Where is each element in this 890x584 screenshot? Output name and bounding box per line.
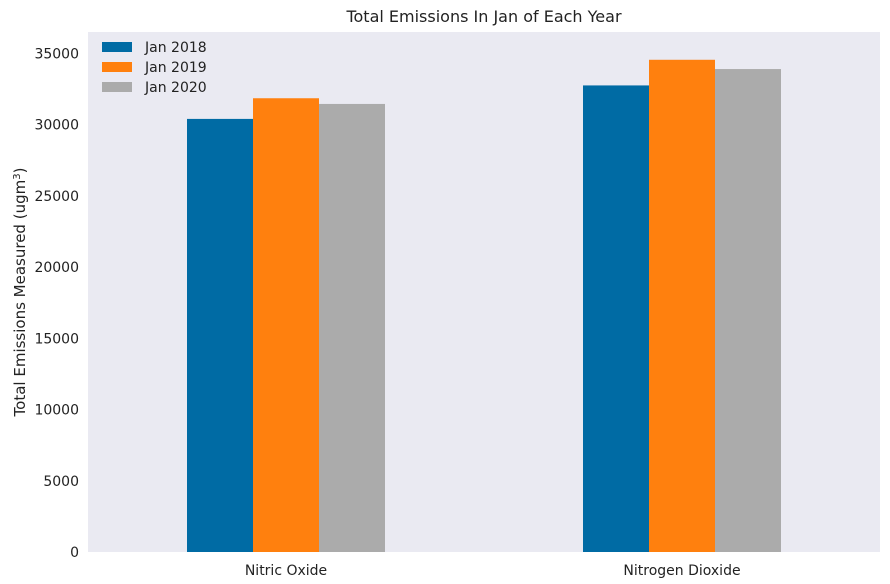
legend-label: Jan 2018 xyxy=(144,40,207,56)
y-tick-label: 35000 xyxy=(34,46,79,62)
x-tick-label: Nitrogen Dioxide xyxy=(623,563,740,579)
y-tick-label: 0 xyxy=(70,545,79,561)
y-tick-label: 25000 xyxy=(34,189,79,205)
y-axis-label-superscript: 3 xyxy=(12,173,23,179)
bars xyxy=(187,59,781,553)
x-tick-label: Nitric Oxide xyxy=(245,563,327,579)
chart-title: Total Emissions In Jan of Each Year xyxy=(345,7,622,26)
y-axis-ticks: 0 5000 10000 15000 20000 25000 30000 35000 xyxy=(34,46,79,561)
y-tick-label: 30000 xyxy=(34,118,79,134)
y-tick-label: 5000 xyxy=(43,474,79,490)
legend-label: Jan 2020 xyxy=(144,80,207,96)
bar-jan-2018-nitrogen-dioxide xyxy=(583,85,649,553)
y-axis-label-close: ) xyxy=(11,168,29,174)
y-axis-label: Total Emissions Measured (ugm3) xyxy=(11,168,29,418)
legend-swatch xyxy=(102,82,132,92)
y-tick-label: 10000 xyxy=(34,403,79,419)
bar-jan-2019-nitric-oxide xyxy=(253,98,319,552)
legend-label: Jan 2019 xyxy=(144,60,207,76)
bar-jan-2018-nitric-oxide xyxy=(187,118,253,552)
x-axis-ticks: Nitric Oxide Nitrogen Dioxide xyxy=(245,563,741,579)
y-tick-label: 15000 xyxy=(34,331,79,347)
legend: Jan 2018 Jan 2019 Jan 2020 xyxy=(102,40,207,96)
legend-swatch xyxy=(102,62,132,72)
y-tick-label: 20000 xyxy=(34,260,79,276)
legend-swatch xyxy=(102,42,132,52)
y-axis-label-text: Total Emissions Measured (ugm xyxy=(11,180,29,418)
bar-jan-2019-nitrogen-dioxide xyxy=(649,59,715,552)
bar-jan-2020-nitrogen-dioxide xyxy=(715,69,781,552)
bar-jan-2020-nitric-oxide xyxy=(319,103,385,553)
